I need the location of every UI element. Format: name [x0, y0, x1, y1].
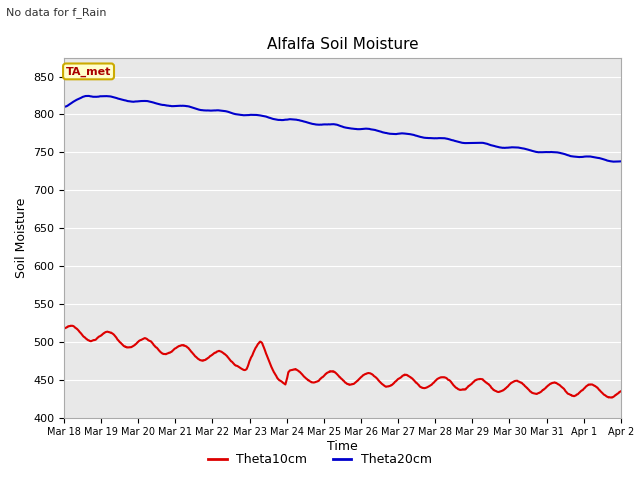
Text: TA_met: TA_met — [66, 66, 111, 76]
Text: No data for f_Rain: No data for f_Rain — [6, 7, 107, 18]
Legend: Theta10cm, Theta20cm: Theta10cm, Theta20cm — [203, 448, 437, 471]
X-axis label: Time: Time — [327, 440, 358, 453]
Title: Alfalfa Soil Moisture: Alfalfa Soil Moisture — [267, 37, 418, 52]
Y-axis label: Soil Moisture: Soil Moisture — [15, 197, 28, 278]
